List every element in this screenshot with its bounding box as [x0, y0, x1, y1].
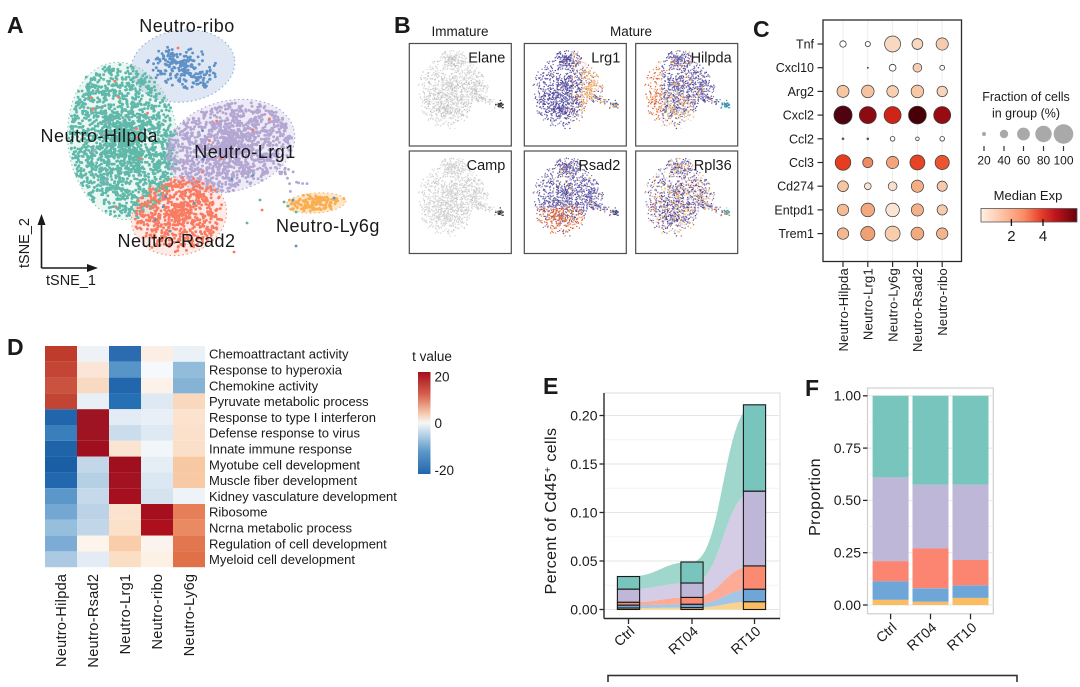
svg-text:A: A	[7, 12, 24, 38]
svg-text:1.00: 1.00	[834, 388, 861, 404]
svg-text:Ribosome: Ribosome	[209, 505, 268, 520]
svg-text:Neutro-Ly6g: Neutro-Ly6g	[276, 216, 380, 236]
svg-text:Innate immune response: Innate immune response	[209, 442, 352, 457]
svg-text:Neutro-Ly6g: Neutro-Ly6g	[885, 268, 900, 342]
svg-text:-20: -20	[435, 463, 455, 478]
svg-text:Chemoattractant activity: Chemoattractant activity	[209, 347, 349, 362]
svg-text:Elane: Elane	[468, 51, 505, 67]
svg-text:60: 60	[1017, 154, 1031, 168]
svg-text:Neutro-Lrg1: Neutro-Lrg1	[861, 268, 876, 340]
svg-text:Proportion: Proportion	[807, 458, 824, 536]
svg-text:Regulation of cell development: Regulation of cell development	[209, 536, 387, 551]
svg-text:0.10: 0.10	[570, 504, 597, 520]
svg-text:Rsad2: Rsad2	[578, 158, 620, 174]
svg-text:Camp: Camp	[467, 158, 506, 174]
svg-text:2: 2	[1007, 228, 1015, 245]
svg-text:Kidney vasculature development: Kidney vasculature development	[209, 489, 397, 504]
svg-text:Neutro-Hilpda: Neutro-Hilpda	[54, 573, 70, 667]
svg-text:Neutro-Lrg1: Neutro-Lrg1	[118, 574, 134, 655]
svg-text:Ccl2: Ccl2	[789, 132, 814, 146]
svg-text:0.00: 0.00	[834, 597, 861, 613]
svg-text:Median Exp: Median Exp	[994, 188, 1063, 203]
svg-text:4: 4	[1039, 228, 1047, 245]
svg-text:Neutro-Rsad2: Neutro-Rsad2	[910, 268, 925, 352]
svg-text:0.05: 0.05	[570, 553, 597, 569]
svg-text:Entpd1: Entpd1	[774, 203, 814, 217]
svg-text:Response to hyperoxia: Response to hyperoxia	[209, 363, 343, 378]
svg-text:Response to type I interferon: Response to type I interferon	[209, 410, 376, 425]
svg-text:Myeloid cell development: Myeloid cell development	[209, 552, 355, 567]
svg-text:Ccl3: Ccl3	[789, 156, 814, 170]
svg-text:Neutro-Hilpda: Neutro-Hilpda	[836, 267, 851, 351]
svg-text:0.20: 0.20	[570, 407, 597, 423]
svg-text:Trem1: Trem1	[778, 227, 814, 241]
svg-text:Defense response to virus: Defense response to virus	[209, 426, 361, 441]
svg-text:80: 80	[1037, 154, 1051, 168]
svg-text:Neutro-Lrg1: Neutro-Lrg1	[194, 142, 296, 162]
svg-text:E: E	[543, 373, 558, 399]
svg-text:0: 0	[435, 416, 443, 431]
svg-text:Hilpda: Hilpda	[691, 51, 733, 67]
svg-text:100: 100	[1053, 154, 1073, 168]
svg-text:Tnf: Tnf	[796, 38, 815, 52]
svg-text:20: 20	[977, 154, 991, 168]
svg-text:Neutro-Rsad2: Neutro-Rsad2	[86, 574, 102, 668]
svg-text:F: F	[805, 375, 819, 401]
svg-text:Cxcl2: Cxcl2	[783, 109, 814, 123]
svg-text:Neutro-Hilpda: Neutro-Hilpda	[41, 126, 159, 146]
svg-text:Cxcl10: Cxcl10	[776, 61, 814, 75]
svg-text:Cd274: Cd274	[777, 180, 814, 194]
svg-text:Neutro-ribo: Neutro-ribo	[935, 268, 950, 336]
svg-text:20: 20	[435, 370, 450, 385]
svg-text:0.25: 0.25	[834, 545, 861, 561]
svg-text:Lrg1: Lrg1	[591, 51, 620, 67]
svg-text:Neutro-ribo: Neutro-ribo	[139, 16, 235, 36]
svg-text:Myotube cell development: Myotube cell development	[209, 457, 360, 472]
svg-text:0.00: 0.00	[570, 601, 597, 617]
svg-text:Percent of Cd45+ cells: Percent of Cd45+ cells	[543, 428, 560, 595]
svg-text:t value: t value	[412, 349, 452, 364]
svg-text:B: B	[394, 12, 411, 38]
svg-text:Rpl36: Rpl36	[694, 158, 732, 174]
svg-text:tSNE_2: tSNE_2	[17, 218, 33, 268]
svg-text:D: D	[7, 334, 24, 360]
svg-text:C: C	[753, 16, 770, 42]
svg-text:Neutro-ribo: Neutro-ribo	[150, 574, 166, 650]
svg-text:0.15: 0.15	[570, 456, 597, 472]
svg-text:Muscle fiber development: Muscle fiber development	[209, 473, 358, 488]
svg-text:Neutro-Ly6g: Neutro-Ly6g	[182, 574, 198, 657]
svg-text:Pyruvate metabolic process: Pyruvate metabolic process	[209, 394, 369, 409]
svg-text:Arg2: Arg2	[788, 85, 814, 99]
svg-text:tSNE_1: tSNE_1	[46, 273, 96, 289]
svg-text:0.50: 0.50	[834, 492, 861, 508]
svg-text:Chemokine activity: Chemokine activity	[209, 378, 319, 393]
svg-text:Mature: Mature	[610, 24, 652, 39]
svg-text:Neutro-Rsad2: Neutro-Rsad2	[117, 231, 235, 251]
svg-text:Ncrna metabolic process: Ncrna metabolic process	[209, 521, 353, 536]
svg-text:0.75: 0.75	[834, 440, 861, 456]
svg-text:Immature: Immature	[431, 24, 488, 39]
svg-text:40: 40	[997, 154, 1011, 168]
